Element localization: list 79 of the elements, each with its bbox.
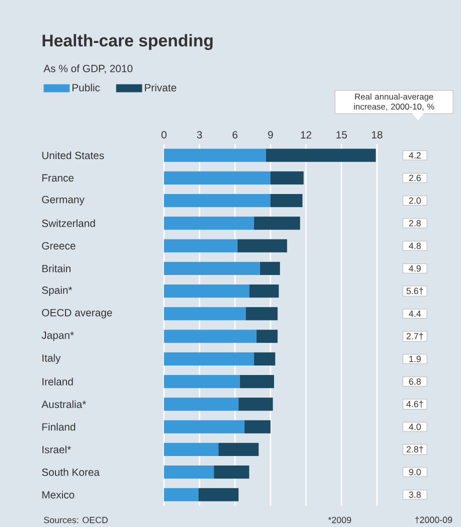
bar (256, 330, 278, 343)
bar (164, 284, 250, 298)
bar (164, 216, 254, 230)
text: 4.9 (408, 265, 421, 272)
bar (164, 239, 238, 252)
text: 4.4 (408, 310, 421, 317)
bar (164, 307, 246, 320)
text: 2.8 (409, 220, 421, 226)
x-tick-label: 18 (372, 131, 382, 138)
y-tick-label: United States (42, 151, 104, 160)
y-tick-label: OECD average (42, 308, 112, 318)
bar (238, 398, 273, 411)
text: 5.6† (406, 288, 424, 295)
bar (237, 239, 288, 252)
text: 9.0 (409, 468, 421, 476)
bar (246, 307, 278, 320)
bar (240, 375, 274, 388)
bar (270, 171, 304, 185)
y-tick-label: Australia* (42, 400, 86, 408)
x-tick-label: 3 (196, 131, 202, 138)
text: 2.8† (406, 446, 424, 453)
bar (164, 375, 240, 388)
y-tick-label: France (42, 174, 74, 182)
y-tick-label: Britain (42, 264, 70, 272)
bar (164, 194, 270, 208)
text: 2.0 (409, 197, 421, 204)
bar (164, 488, 198, 502)
y-tick-label: Switzerland (42, 219, 95, 228)
x-tick-label: 9 (268, 131, 273, 138)
bar (164, 442, 218, 456)
legend-label: Private (144, 84, 176, 92)
y-tick-label: Japan* (42, 332, 74, 342)
bar (254, 216, 300, 230)
text: 2.6 (409, 174, 421, 182)
text: 4.0 (408, 424, 421, 430)
bar (254, 352, 276, 366)
text: 1.9 (409, 356, 421, 362)
text: *2009 (328, 516, 352, 524)
text: 3.8 (409, 492, 421, 498)
x-tick-label: 0 (161, 131, 166, 138)
chart-title: Health-care spending (42, 34, 213, 50)
x-tick-label: 15 (336, 131, 347, 138)
bar (164, 420, 244, 434)
y-tick-label: Italy (42, 354, 61, 364)
bar (164, 398, 239, 411)
y-tick-label: Finland (42, 422, 76, 431)
y-tick-label: Ireland (42, 378, 73, 386)
bar (164, 148, 266, 162)
y-tick-label: Mexico (42, 490, 74, 499)
bar (214, 466, 250, 479)
text: 4.8 (408, 242, 421, 249)
bar (260, 262, 280, 276)
text: 4.2 (408, 152, 421, 158)
bar (164, 466, 214, 479)
chart-subtitle: As % of GDP, 2010 (44, 64, 132, 74)
y-tick-label: Spain* (42, 286, 72, 296)
x-tick-label: 6 (232, 131, 238, 138)
text: †2000-09 (415, 516, 452, 524)
source-note: Sources: OECD (44, 516, 108, 524)
bar (244, 420, 270, 434)
y-tick-label: Greece (42, 242, 76, 250)
y-tick-label: South Korea (42, 468, 100, 476)
text: 6.8 (409, 378, 421, 385)
y-tick-label: Germany (42, 196, 85, 206)
y-tick-label: Israel* (42, 446, 71, 454)
text: 4.6† (406, 400, 424, 408)
bar (198, 488, 239, 502)
legend-label: Public (72, 84, 100, 92)
bar (164, 352, 254, 366)
text: 2.7† (406, 332, 424, 340)
x-tick-label: 12 (300, 131, 312, 138)
text: Real annual-average increase, 2000-10, % (354, 93, 434, 111)
bar (249, 284, 279, 298)
bar (164, 262, 260, 276)
bar (164, 171, 270, 185)
bar (164, 330, 256, 343)
bar (218, 442, 259, 456)
bar (266, 148, 376, 162)
bar (270, 194, 302, 208)
